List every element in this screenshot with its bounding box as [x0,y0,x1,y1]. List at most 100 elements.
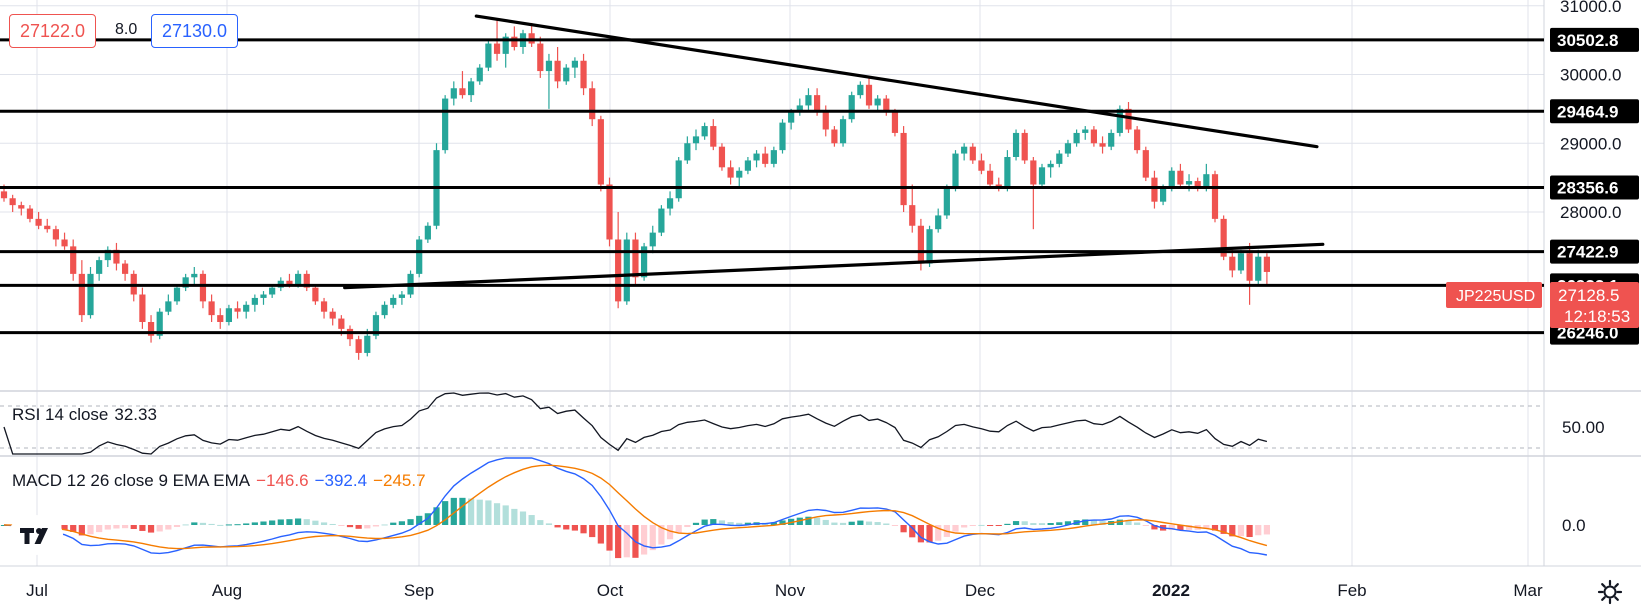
macd-histogram-bar [692,522,700,525]
candle-body [217,315,224,322]
macd-histogram-bar [199,522,207,525]
candle-body [1021,132,1028,161]
spread-value: 8.0 [115,21,138,38]
macd-histogram-bar [113,525,120,529]
macd-histogram-bar [1185,525,1193,530]
candle-body [632,239,639,278]
macd-histogram-bar [1211,525,1219,531]
macd-histogram-bar [701,519,708,525]
candle-body [1108,132,1115,147]
macd-histogram-bar [502,505,509,525]
macd-histogram-bar [961,525,968,528]
candle-body [269,287,276,295]
level-label-bg-2 [1550,175,1639,200]
macd-histogram-bar [130,525,137,530]
macd-histogram-bar [493,503,501,525]
candle-body [156,311,163,336]
time-tick-2: Sep [404,581,434,600]
macd-histogram-bar [822,519,829,525]
macd-histogram-bar [1047,523,1054,525]
candle-body [1194,181,1201,188]
macd-histogram-bar [710,519,717,525]
time-tick-0: Jul [26,581,48,600]
candle-body [450,88,457,99]
macd-histogram-bar [848,521,855,525]
macd-histogram-bar [78,525,85,536]
candle-body [580,60,587,89]
candle-body [165,301,172,312]
price-tick-1: 30000.0 [1560,66,1621,85]
candle-body [615,239,622,302]
candle-body [969,146,976,161]
price-axis[interactable]: 31000.0 30000.0 29000.0 28000.0 30502.8 29464… [1446,0,1639,535]
current-price-label: 27128.5 [1558,286,1619,305]
macd-histogram-bar [225,524,232,526]
candle-body [917,225,924,264]
macd-histogram [0,497,1270,559]
macd-histogram-bar [519,511,527,525]
macd-histogram-bar [450,497,457,525]
candle-body [1203,174,1210,188]
candle-body [372,315,380,336]
time-axis[interactable]: Jul Aug Sep Oct Nov Dec 2022 Feb Mar [26,581,1543,600]
macd-histogram-bar [295,518,302,525]
candle-body [831,129,838,144]
candle-body [35,218,42,226]
candle-body [1168,170,1175,188]
tradingview-logo-icon[interactable] [8,515,63,555]
candle-body [762,153,769,164]
macd-histogram-bar [969,525,976,526]
macd-histogram-bar [1142,525,1149,526]
macd-histogram-bar [909,525,916,538]
macd-histogram-bar [1030,523,1037,525]
candle-body [381,304,388,316]
macd-axis-tick: 0.0 [1562,516,1586,535]
sell-price-box[interactable]: 27122.0 [9,14,97,48]
candle-body [70,246,77,274]
candle-body [900,132,907,206]
macd-histogram-bar [1125,520,1132,525]
candle-body [182,277,189,288]
buy-price-box[interactable]: 27130.0 [151,14,239,48]
candle-body [485,43,492,68]
candle-body [476,67,483,82]
macd-histogram-bar [857,520,864,525]
candle-body [61,239,68,247]
candle-body [874,98,881,106]
macd-histogram-bar [900,525,907,533]
candle-body [822,112,829,130]
candle-body [390,297,397,305]
rsi-legend[interactable]: RSI 14 close 32.33 [12,405,157,425]
candle-body [788,112,795,123]
pane-dividers [0,0,1641,567]
candle-body [865,84,873,106]
level-label-0: 30502.8 [1557,31,1618,50]
macd-histogram-bar [442,501,449,525]
macd-histogram-bar [883,523,890,525]
candle-body [1116,108,1123,133]
trendlines[interactable] [343,14,1325,290]
macd-histogram-bar [147,525,155,533]
candles [0,19,1270,360]
candle-body [1125,108,1132,130]
macd-legend[interactable]: MACD 12 26 close 9 EMA EMA −146.6 −392.4 −2… [12,471,426,491]
horizontal-levels[interactable] [0,38,1544,335]
candle-body [943,187,950,216]
macd-histogram-bar [1090,520,1097,525]
candle-body [545,60,553,72]
candle-body [952,153,959,188]
macd-signal-value: −245.7 [373,471,426,490]
macd-histogram-bar [770,522,777,525]
candle-body [139,294,146,322]
macd-histogram-bar [554,525,561,528]
time-tick-4: Nov [775,581,806,600]
macd-histogram-bar [666,525,674,540]
macd-lines [3,457,1268,556]
candle-body [537,43,544,72]
gear-icon[interactable] [1597,579,1623,605]
macd-histogram-bar [814,517,821,525]
macd-histogram-bar [1237,525,1245,537]
price-tick-0: 31000.0 [1560,0,1621,16]
